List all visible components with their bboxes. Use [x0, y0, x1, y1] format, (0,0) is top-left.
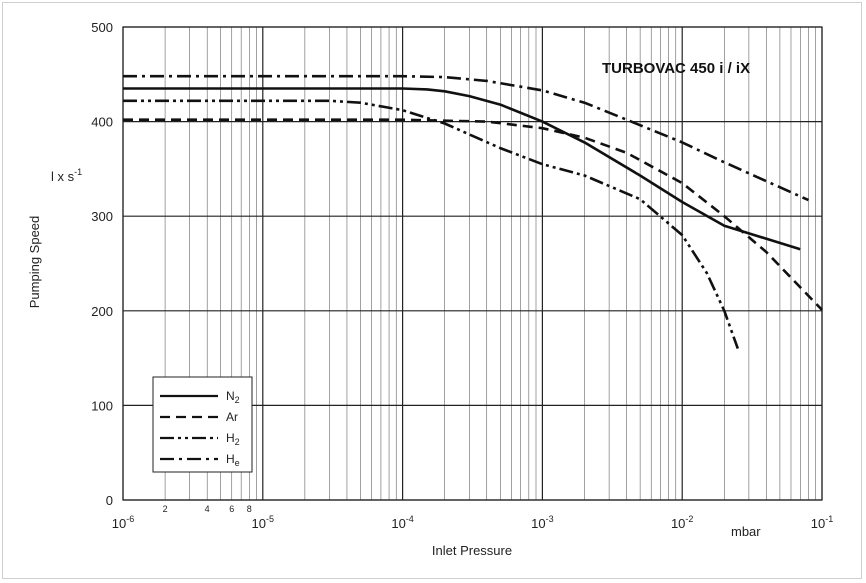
x-tick-label: 10-6 [112, 514, 134, 531]
legend-box [152, 376, 253, 473]
y-tick-label: 100 [91, 398, 113, 413]
x-axis-title: Inlet Pressure [432, 543, 512, 558]
y-axis-unit-text: l x s [51, 169, 75, 184]
x-minor-tick-label: 8 [247, 504, 252, 514]
y-tick-label: 200 [91, 304, 113, 319]
y-tick-label: 300 [91, 209, 113, 224]
x-tick-label: 10-4 [391, 514, 413, 531]
x-minor-tick-label: 2 [163, 504, 168, 514]
x-tick-label: 10-2 [671, 514, 693, 531]
chart-title: TURBOVAC 450 i / iX [602, 60, 750, 77]
legend-label: N2 [226, 389, 240, 405]
legend-label: Ar [226, 410, 238, 424]
y-tick-label: 400 [91, 115, 113, 130]
series-line [123, 74, 810, 202]
y-axis-title: Pumping Speed [27, 216, 42, 309]
legend-label: He [226, 452, 240, 468]
legend: N2 Ar H2 He [152, 376, 253, 473]
x-tick-label: 10-1 [811, 514, 833, 531]
series-layer [123, 74, 823, 350]
y-tick-label: 0 [106, 493, 113, 508]
series-line [123, 87, 801, 251]
y-axis-unit: l x s-1 [51, 167, 82, 184]
legend-label: H2 [226, 431, 240, 447]
x-tick-label: 10-3 [531, 514, 553, 531]
plot-border [122, 26, 823, 501]
x-axis-unit: mbar [731, 524, 761, 539]
y-axis-unit-exponent: -1 [74, 167, 82, 177]
series-line [123, 99, 740, 350]
x-minor-tick-label: 4 [205, 504, 210, 514]
series-line [123, 118, 823, 311]
x-tick-label: 10-5 [252, 514, 274, 531]
x-minor-tick-label: 6 [229, 504, 234, 514]
x-tick-labels: 10-6 10-5 10-4 10-3 10-2 10-1 2 4 6 8 [112, 504, 833, 531]
y-tick-label: 500 [91, 20, 113, 35]
y-tick-labels: 0 100 200 300 400 500 [91, 20, 113, 508]
